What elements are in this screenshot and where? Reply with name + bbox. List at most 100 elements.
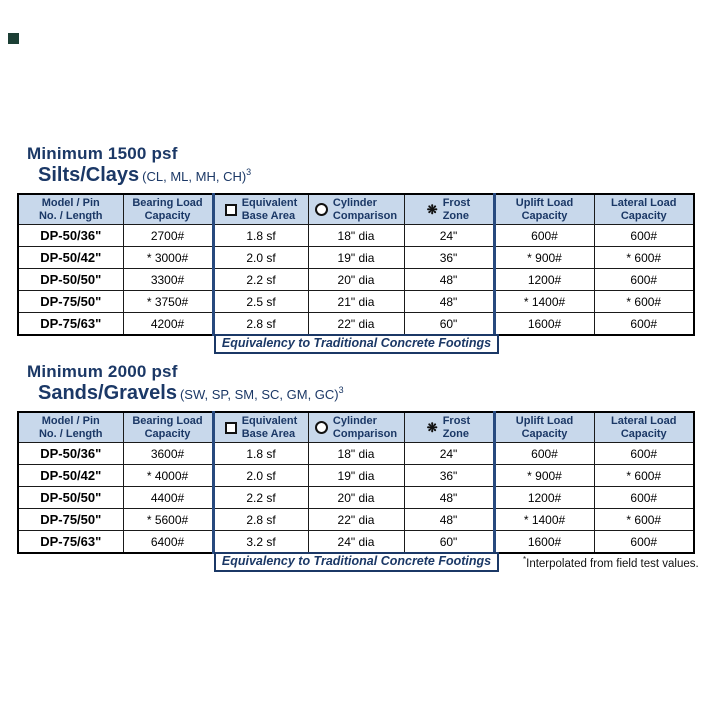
table-row: DP-50/50" 3300# 2.2 sf 20" dia 48" 1200# 600#: [17, 268, 695, 291]
col-header-lateral-load-capacity: Lateral Load Capacity: [593, 411, 695, 443]
value-cell: 600#: [593, 442, 695, 465]
value-cell: 3600#: [122, 442, 214, 465]
value-cell: 600#: [593, 486, 695, 509]
col-header-cylinder-comparison: Cylinder Comparison: [307, 411, 405, 443]
model-cell: DP-75/50": [17, 508, 124, 531]
model-cell: DP-50/42": [17, 464, 124, 487]
value-cell: 36": [403, 464, 496, 487]
value-cell: * 1400#: [493, 508, 595, 531]
footnote-reference: 3: [338, 385, 344, 395]
value-cell: 18" dia: [307, 442, 405, 465]
value-cell: 18" dia: [307, 224, 405, 247]
value-cell: 2.2 sf: [211, 486, 309, 509]
section-title: Minimum 2000 psf: [27, 362, 178, 381]
value-cell: 600#: [593, 530, 695, 554]
corner-mark: [8, 33, 19, 44]
value-cell: 24": [403, 224, 496, 247]
value-cell: * 5600#: [122, 508, 214, 531]
value-cell: * 600#: [593, 464, 695, 487]
value-cell: 60": [403, 312, 496, 336]
footnote-reference: 3: [246, 167, 252, 177]
value-cell: 4200#: [122, 312, 214, 336]
section-sands-gravels: Minimum 2000 psf Sands/Gravels (SW, SP, S…: [0, 362, 695, 572]
spec-table: Model / Pin No. / Length Bearing Load Capac…: [17, 411, 695, 554]
col-header-frost-zone: ❋ Frost Zone: [403, 193, 496, 225]
value-cell: 600#: [593, 224, 695, 247]
value-cell: * 3000#: [122, 246, 214, 269]
table-row: DP-75/63" 6400# 3.2 sf 24" dia 60" 1600# 600#: [17, 530, 695, 554]
value-cell: 4400#: [122, 486, 214, 509]
soil-codes: (CL, ML, MH, CH): [142, 169, 247, 184]
value-cell: 3300#: [122, 268, 214, 291]
model-cell: DP-50/50": [17, 268, 124, 291]
value-cell: 48": [403, 486, 496, 509]
value-cell: 600#: [593, 312, 695, 336]
value-cell: * 600#: [593, 246, 695, 269]
col-header-cylinder-comparison: Cylinder Comparison: [307, 193, 405, 225]
footnote-mark: *: [523, 555, 527, 564]
value-cell: 2700#: [122, 224, 214, 247]
value-cell: 48": [403, 508, 496, 531]
model-cell: DP-75/63": [17, 312, 124, 336]
col-header-equivalent-base-area: Equivalent Base Area: [211, 411, 309, 443]
value-cell: 1.8 sf: [211, 224, 309, 247]
header-row: Model / Pin No. / Length Bearing Load Capac…: [17, 193, 695, 225]
table-row: DP-50/42" * 4000# 2.0 sf 19" dia 36" * 900# * …: [17, 464, 695, 487]
value-cell: * 900#: [493, 246, 595, 269]
value-cell: 36": [403, 246, 496, 269]
col-header-uplift-load-capacity: Uplift Load Capacity: [493, 411, 595, 443]
table-row: DP-50/36" 3600# 1.8 sf 18" dia 24" 600# 600#: [17, 442, 695, 465]
col-header-model-pin: Model / Pin No. / Length: [17, 411, 124, 443]
model-cell: DP-50/42": [17, 246, 124, 269]
value-cell: 22" dia: [307, 312, 405, 336]
table-row: DP-50/50" 4400# 2.2 sf 20" dia 48" 1200# 600#: [17, 486, 695, 509]
value-cell: 19" dia: [307, 464, 405, 487]
value-cell: 20" dia: [307, 268, 405, 291]
equivalency-caption: Equivalency to Traditional Concrete Foot…: [214, 552, 499, 572]
table-row: DP-50/42" * 3000# 2.0 sf 19" dia 36" * 900# * …: [17, 246, 695, 269]
capacity-table-silts-clays: Model / Pin No. / Length Bearing Load Capac…: [17, 193, 695, 336]
value-cell: * 4000#: [122, 464, 214, 487]
col-header-model-pin: Model / Pin No. / Length: [17, 193, 124, 225]
snowflake-icon: ❋: [426, 420, 438, 435]
square-icon: [224, 203, 237, 216]
value-cell: 2.8 sf: [211, 508, 309, 531]
col-header-uplift-load-capacity: Uplift Load Capacity: [493, 193, 595, 225]
value-cell: 1600#: [493, 312, 595, 336]
value-cell: 2.5 sf: [211, 290, 309, 313]
value-cell: 20" dia: [307, 486, 405, 509]
section-subtitle: Sands/Gravels (SW, SP, SM, SC, GM, GC)3: [38, 382, 695, 407]
soil-class-label: Silts/Clays: [38, 164, 140, 186]
model-cell: DP-50/36": [17, 442, 124, 465]
footnote: *Interpolated from field test values.: [523, 555, 699, 570]
value-cell: 1.8 sf: [211, 442, 309, 465]
footnote-text: Interpolated from field test values.: [526, 557, 699, 570]
soil-class-label: Sands/Gravels: [38, 382, 177, 404]
value-cell: * 1400#: [493, 290, 595, 313]
snowflake-icon: ❋: [426, 202, 438, 217]
col-header-frost-zone: ❋ Frost Zone: [403, 411, 496, 443]
value-cell: 2.2 sf: [211, 268, 309, 291]
value-cell: 24" dia: [307, 530, 405, 554]
equivalency-caption: Equivalency to Traditional Concrete Foot…: [214, 334, 499, 354]
section-title: Minimum 1500 psf: [27, 144, 178, 163]
model-cell: DP-50/36": [17, 224, 124, 247]
value-cell: * 600#: [593, 508, 695, 531]
value-cell: * 3750#: [122, 290, 214, 313]
col-header-lateral-load-capacity: Lateral Load Capacity: [593, 193, 695, 225]
value-cell: * 900#: [493, 464, 595, 487]
spec-table: Model / Pin No. / Length Bearing Load Capac…: [17, 193, 695, 336]
value-cell: 60": [403, 530, 496, 554]
model-cell: DP-75/50": [17, 290, 124, 313]
value-cell: * 600#: [593, 290, 695, 313]
value-cell: 1600#: [493, 530, 595, 554]
value-cell: 2.0 sf: [211, 464, 309, 487]
soil-codes: (SW, SP, SM, SC, GM, GC): [179, 387, 339, 402]
value-cell: 48": [403, 268, 496, 291]
value-cell: 1200#: [493, 486, 595, 509]
capacity-table-sands-gravels: Model / Pin No. / Length Bearing Load Capac…: [17, 411, 695, 554]
value-cell: 24": [403, 442, 496, 465]
col-header-bearing-load-capacity: Bearing Load Capacity: [122, 193, 214, 225]
model-cell: DP-75/63": [17, 530, 124, 554]
